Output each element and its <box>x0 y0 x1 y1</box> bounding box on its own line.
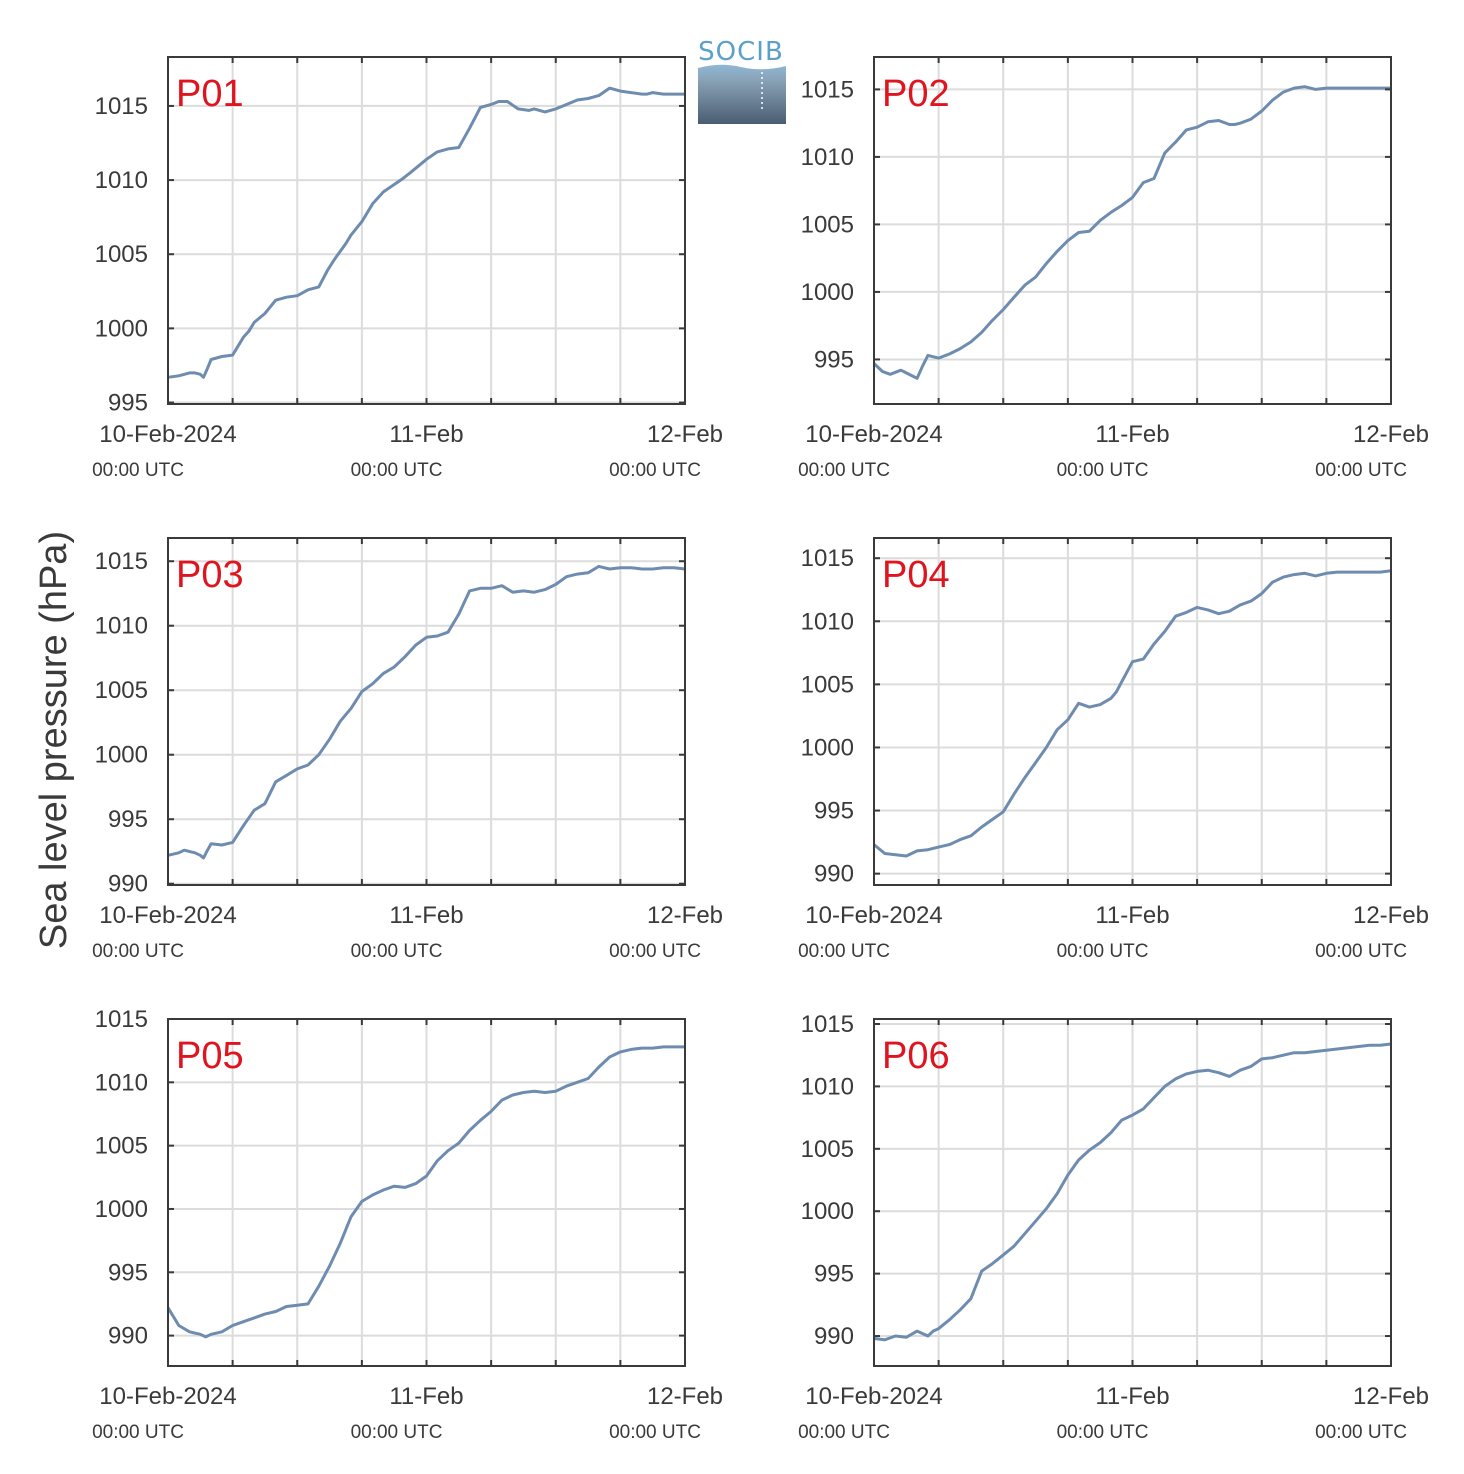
chart-panel-p04: 990 995 1000 1005 1010 1015 10-Feb-2024 00:00 U… <box>798 537 1429 962</box>
y-axis-label: Sea level pressure (hPa) <box>33 531 75 949</box>
y-tick-label: 995 <box>108 390 148 417</box>
y-tick-label: 1010 <box>95 613 148 640</box>
x-tick-date-label: 11-Feb <box>1095 902 1169 929</box>
x-tick-date-label: 12-Feb <box>647 902 723 929</box>
y-tick-label: 1010 <box>95 167 148 194</box>
x-tick-time-label: 00:00 UTC <box>92 1422 184 1443</box>
x-tick-time-label: 00:00 UTC <box>351 941 443 962</box>
x-tick-time-label: 00:00 UTC <box>798 941 890 962</box>
station-label: P04 <box>882 554 950 596</box>
y-tick-label: 1005 <box>801 211 854 238</box>
x-tick-time-label: 00:00 UTC <box>351 1422 443 1443</box>
y-tick-label: 1000 <box>95 742 148 769</box>
x-tick-time-label: 00:00 UTC <box>609 941 701 962</box>
y-tick-label: 1005 <box>95 241 148 268</box>
y-tick-label: 1000 <box>95 315 148 342</box>
y-tick-label: 990 <box>108 1323 148 1350</box>
y-tick-label: 1015 <box>95 93 148 120</box>
y-tick-label: 1010 <box>801 1073 854 1100</box>
y-tick-label: 990 <box>108 871 148 898</box>
pressure-line-p05 <box>166 1045 685 1339</box>
x-tick-time-label: 00:00 UTC <box>351 460 443 481</box>
station-label: P01 <box>176 73 244 115</box>
x-tick-date-label: 10-Feb-2024 <box>805 421 942 448</box>
y-tick-label: 1005 <box>801 1136 854 1163</box>
pressure-line-p03 <box>167 564 686 860</box>
y-tick-label: 1015 <box>801 1011 854 1038</box>
x-tick-time-label: 00:00 UTC <box>1057 1422 1149 1443</box>
station-label: P05 <box>176 1035 244 1077</box>
x-tick-time-label: 00:00 UTC <box>1057 941 1149 962</box>
pressure-line-p06 <box>873 1042 1392 1342</box>
x-tick-date-label: 11-Feb <box>1095 1383 1169 1410</box>
chart-panel-p01: 995 1000 1005 1010 1015 10-Feb-2024 00:00 UTC 1… <box>92 56 723 481</box>
y-tick-label: 1015 <box>801 545 854 572</box>
y-tick-label: 1005 <box>95 1133 148 1160</box>
x-tick-date-label: 11-Feb <box>389 902 463 929</box>
y-tick-label: 995 <box>108 806 148 833</box>
station-label: P06 <box>882 1035 950 1077</box>
y-tick-label: 995 <box>814 1261 854 1288</box>
pressure-line-p01 <box>167 86 685 379</box>
y-tick-label: 995 <box>814 798 854 825</box>
x-tick-date-label: 11-Feb <box>389 421 463 448</box>
x-tick-time-label: 00:00 UTC <box>1315 1422 1407 1443</box>
chart-panel-p05: 990 995 1000 1005 1010 1015 10-Feb-2024 00:00 U… <box>92 1006 723 1443</box>
x-tick-date-label: 12-Feb <box>647 421 723 448</box>
y-tick-label: 1000 <box>801 734 854 761</box>
station-label: P02 <box>882 73 950 115</box>
x-tick-time-label: 00:00 UTC <box>1057 460 1149 481</box>
chart-panel-p06: 990 995 1000 1005 1010 1015 10-Feb-2024 00:00 U… <box>798 1011 1429 1443</box>
y-tick-label: 1010 <box>95 1069 148 1096</box>
y-tick-label: 1015 <box>801 76 854 103</box>
x-tick-date-label: 10-Feb-2024 <box>805 1383 942 1410</box>
station-label: P03 <box>176 554 244 596</box>
y-tick-label: 1005 <box>801 671 854 698</box>
x-tick-date-label: 10-Feb-2024 <box>805 902 942 929</box>
y-tick-label: 1010 <box>801 144 854 171</box>
x-tick-date-label: 10-Feb-2024 <box>99 902 236 929</box>
y-tick-label: 1000 <box>95 1196 148 1223</box>
y-tick-label: 995 <box>108 1259 148 1286</box>
x-tick-time-label: 00:00 UTC <box>609 460 701 481</box>
x-tick-time-label: 00:00 UTC <box>1315 460 1407 481</box>
y-tick-label: 1000 <box>801 279 854 306</box>
y-tick-label: 1015 <box>95 1006 148 1033</box>
x-tick-date-label: 12-Feb <box>647 1383 723 1410</box>
y-tick-label: 990 <box>814 1323 854 1350</box>
x-tick-date-label: 11-Feb <box>389 1383 463 1410</box>
x-tick-time-label: 00:00 UTC <box>798 1422 890 1443</box>
y-tick-label: 990 <box>814 861 854 888</box>
x-tick-date-label: 12-Feb <box>1353 421 1429 448</box>
x-tick-date-label: 12-Feb <box>1353 902 1429 929</box>
y-tick-label: 1015 <box>95 548 148 575</box>
pressure-line-p04 <box>873 569 1392 858</box>
x-tick-date-label: 11-Feb <box>1095 421 1169 448</box>
socib-logo-wave <box>698 64 786 124</box>
y-tick-label: 995 <box>814 346 854 373</box>
x-tick-time-label: 00:00 UTC <box>609 1422 701 1443</box>
x-tick-time-label: 00:00 UTC <box>1315 941 1407 962</box>
x-tick-time-label: 00:00 UTC <box>92 460 184 481</box>
chart-panel-p02: 995 1000 1005 1010 1015 10-Feb-2024 00:00 UTC 1… <box>798 56 1429 481</box>
x-tick-time-label: 00:00 UTC <box>92 941 184 962</box>
x-tick-date-label: 10-Feb-2024 <box>99 1383 236 1410</box>
x-tick-date-label: 12-Feb <box>1353 1383 1429 1410</box>
x-tick-time-label: 00:00 UTC <box>798 460 890 481</box>
y-tick-label: 1000 <box>801 1198 854 1225</box>
y-tick-label: 1010 <box>801 608 854 635</box>
x-tick-date-label: 10-Feb-2024 <box>99 421 236 448</box>
y-tick-label: 1005 <box>95 677 148 704</box>
pressure-line-p02 <box>872 85 1391 380</box>
socib-logo-text: SOCIB <box>698 37 784 67</box>
socib-logo: SOCIB <box>698 37 786 124</box>
chart-panel-p03: 990 995 1000 1005 1010 1015 10-Feb-2024 00:00 U… <box>92 537 723 962</box>
